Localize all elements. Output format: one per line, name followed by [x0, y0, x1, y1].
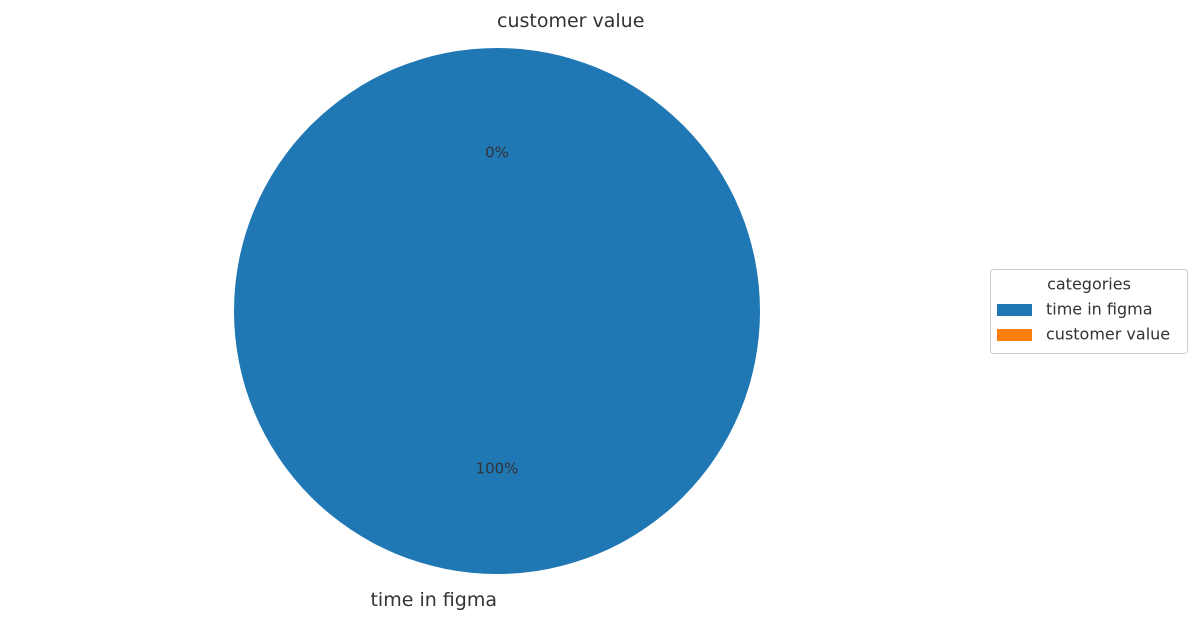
pie-slice: [234, 48, 760, 574]
legend: categories time in figma customer value: [990, 269, 1188, 354]
value-label: 100%: [476, 459, 519, 477]
slice-label: time in figma: [370, 589, 497, 611]
legend-title: categories: [1047, 275, 1131, 294]
legend-swatch: [997, 329, 1032, 341]
legend-frame: [990, 269, 1188, 354]
legend-label: time in figma: [1046, 300, 1153, 319]
slice-label: customer value: [497, 10, 644, 32]
value-label: 0%: [485, 144, 509, 162]
legend-label: customer value: [1046, 325, 1170, 344]
legend-swatch: [997, 304, 1032, 316]
